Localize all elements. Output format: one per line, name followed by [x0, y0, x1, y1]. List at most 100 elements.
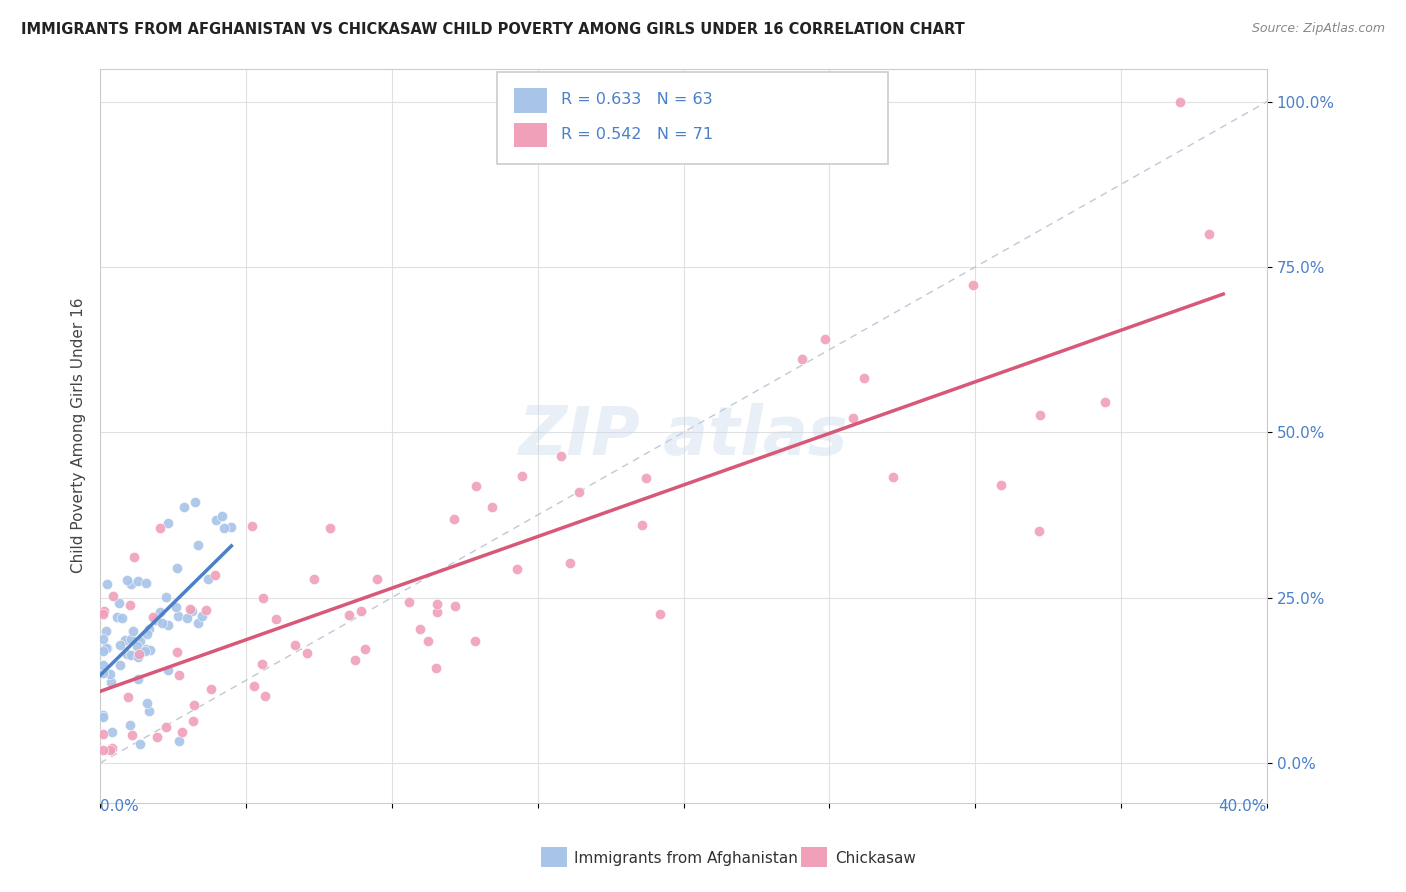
Point [135, 575, 157, 590]
Point [142, 610, 165, 624]
Point [319, 520, 342, 534]
Point [110, 658, 132, 673]
Point [120, 632, 142, 646]
Point [94, 640, 117, 655]
Point [212, 520, 235, 534]
Point [465, 479, 488, 493]
Point [138, 704, 160, 718]
Point [631, 518, 654, 533]
Point [1094, 395, 1116, 409]
Bar [515, 88, 547, 112]
Point [129, 634, 152, 648]
Point [221, 519, 243, 533]
Point [155, 721, 177, 735]
Point [962, 278, 984, 293]
Point [101, 741, 124, 756]
Point [166, 561, 188, 575]
Y-axis label: Child Poverty Among Girls Under 16: Child Poverty Among Girls Under 16 [72, 298, 86, 574]
Bar [515, 123, 547, 147]
Point [443, 599, 465, 613]
Point [180, 604, 202, 618]
Point [100, 667, 122, 681]
FancyBboxPatch shape [496, 72, 887, 164]
Point [842, 410, 865, 425]
Point [179, 602, 201, 616]
Point [568, 485, 591, 500]
Text: IMMIGRANTS FROM AFGHANISTAN VS CHICKASAW CHILD POVERTY AMONG GIRLS UNDER 16 CORR: IMMIGRANTS FROM AFGHANISTAN VS CHICKASAW… [21, 22, 965, 37]
Point [211, 508, 233, 523]
Point [295, 646, 318, 660]
Point [1028, 524, 1050, 538]
Point [127, 574, 149, 588]
Point [149, 605, 172, 619]
Point [464, 634, 486, 648]
Point [425, 661, 447, 675]
Text: R = 0.542   N = 71: R = 0.542 N = 71 [561, 127, 713, 142]
Point [418, 634, 440, 648]
Text: Immigrants from Afghanistan: Immigrants from Afghanistan [574, 851, 797, 865]
Point [264, 612, 287, 626]
Point [91, 657, 114, 672]
Point [165, 599, 187, 614]
Point [240, 518, 263, 533]
Point [302, 572, 325, 586]
Point [195, 603, 218, 617]
Point [91, 666, 114, 681]
Point [134, 643, 156, 657]
Point [127, 649, 149, 664]
Point [149, 521, 172, 535]
Point [157, 516, 180, 531]
Point [98, 743, 121, 757]
Point [173, 500, 195, 514]
Point [120, 648, 142, 663]
Point [166, 609, 188, 624]
Point [990, 478, 1012, 492]
Point [108, 639, 131, 653]
Point [558, 557, 581, 571]
Point [115, 647, 138, 661]
Point [184, 494, 207, 508]
Point [181, 714, 204, 728]
Point [114, 632, 136, 647]
Point [481, 500, 503, 515]
Text: Chickasaw: Chickasaw [835, 851, 917, 865]
Point [350, 604, 373, 618]
Point [91, 727, 114, 741]
Point [204, 568, 226, 582]
Point [510, 469, 533, 483]
Point [205, 513, 228, 527]
Point [91, 644, 114, 658]
Point [139, 643, 162, 657]
Point [426, 605, 449, 619]
Point [814, 332, 837, 346]
Point [145, 613, 167, 627]
Point [882, 470, 904, 484]
Point [1198, 227, 1220, 241]
Point [505, 562, 527, 576]
Point [252, 591, 274, 605]
Point [408, 623, 430, 637]
Point [1029, 408, 1052, 422]
Point [550, 450, 572, 464]
Point [96, 576, 118, 591]
Point [156, 663, 179, 677]
Point [93, 604, 115, 618]
Point [136, 696, 159, 710]
Point [634, 471, 657, 485]
Point [183, 698, 205, 712]
Point [146, 730, 169, 744]
Point [100, 725, 122, 739]
Point [197, 573, 219, 587]
Point [93, 709, 115, 723]
Point [91, 743, 114, 757]
Point [243, 679, 266, 693]
Point [157, 618, 180, 632]
Point [155, 590, 177, 604]
Point [118, 598, 141, 612]
Point [111, 611, 134, 625]
Point [120, 577, 142, 591]
Point [107, 596, 129, 610]
Point [122, 624, 145, 639]
Point [170, 724, 193, 739]
Point [284, 638, 307, 652]
